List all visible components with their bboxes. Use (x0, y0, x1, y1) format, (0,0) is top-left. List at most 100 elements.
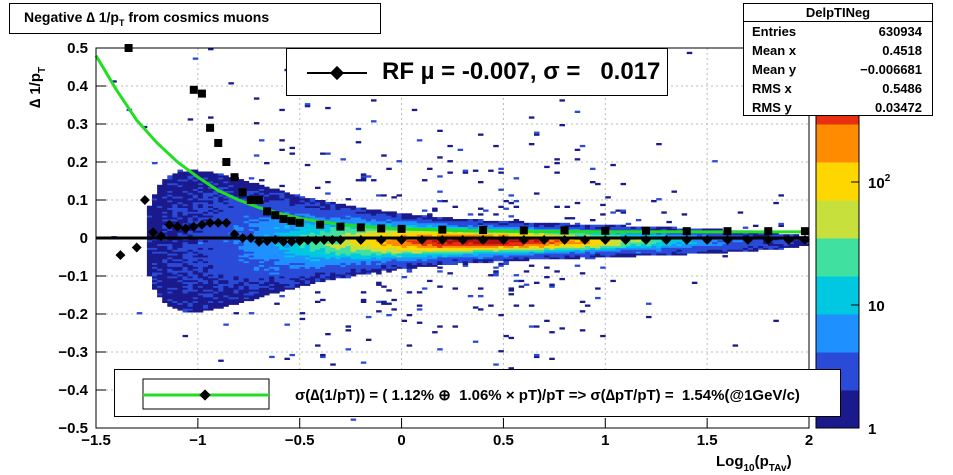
heatmap-cell (243, 207, 250, 210)
heatmap-cell (376, 249, 382, 252)
heatmap-cell (228, 260, 234, 264)
heatmap-cell (264, 274, 270, 277)
heatmap-cell (314, 274, 321, 277)
heatmap-cell (192, 200, 199, 203)
heatmap-cell (386, 222, 392, 226)
heatmap-cell (421, 247, 428, 250)
heatmap-cell (467, 247, 474, 250)
heatmap-cell (248, 251, 255, 254)
heatmap-cell (396, 241, 402, 245)
heatmap-cell (773, 232, 779, 235)
heatmap-cell (223, 205, 229, 208)
heatmap-cell (157, 196, 163, 199)
heatmap-cell (294, 200, 301, 203)
heatmap-cell (416, 249, 423, 252)
heatmap-cell (671, 243, 677, 246)
heatmap-cell (228, 209, 234, 212)
heatmap-cell (371, 249, 377, 252)
heatmap-cell (187, 255, 194, 258)
heatmap-cell (498, 314, 504, 317)
heatmap-cell (411, 243, 418, 246)
heatmap-cell (371, 264, 377, 267)
heatmap-cell (167, 266, 173, 269)
heatmap-cell (264, 232, 270, 235)
heatmap-cell (248, 270, 255, 273)
heatmap-cell (177, 255, 183, 258)
heatmap-cell (452, 249, 458, 252)
heatmap-cell (554, 232, 560, 235)
heatmap-cell (223, 177, 229, 180)
heatmap-cell (197, 274, 204, 277)
heatmap-cell (197, 209, 204, 212)
heatmap-cell (620, 251, 627, 254)
heatmap-cell (630, 243, 637, 246)
heatmap-cell (549, 247, 555, 250)
heatmap-cell (335, 203, 341, 207)
heatmap-cell (248, 241, 255, 245)
heatmap-cell (294, 249, 301, 252)
heatmap-cell (365, 266, 372, 269)
heatmap-cell (192, 304, 199, 307)
heatmap-cell (574, 245, 581, 248)
heatmap-cell (167, 241, 173, 245)
heatmap-cell (218, 213, 224, 216)
heatmap-cell (340, 205, 346, 208)
heatmap-cell (192, 268, 199, 271)
y-axis-ticks: −0.5−0.4−0.3−0.2−0.100.10.20.30.40.5 (58, 40, 106, 437)
heatmap-cell (523, 245, 530, 248)
heatmap-cell (172, 291, 178, 294)
heatmap-cell (411, 258, 418, 262)
heatmap-cell (355, 220, 362, 224)
heatmap-cell (696, 243, 703, 246)
heatmap-cell (208, 270, 214, 273)
heatmap-cell (187, 192, 194, 195)
heatmap-cell (544, 232, 550, 235)
heatmap-cell (350, 207, 357, 210)
heatmap-cell (289, 249, 296, 252)
heatmap-cell (248, 253, 255, 256)
heatmap-cell (228, 245, 234, 248)
heatmap-cell (253, 220, 260, 224)
heatmap-cell (258, 266, 265, 269)
heatmap-cell (391, 260, 397, 264)
heatmap-cell (162, 239, 168, 243)
heatmap-cell (360, 264, 367, 267)
heatmap-cell (365, 245, 372, 248)
heatmap-cell (477, 234, 484, 237)
heatmap-cell (243, 247, 250, 250)
heatmap-cell (177, 276, 183, 279)
heatmap-cell (483, 224, 489, 227)
heatmap-cell (477, 258, 484, 262)
heatmap-cell (299, 272, 306, 275)
heatmap-cell (172, 215, 178, 218)
heatmap-cell (605, 234, 611, 237)
heatmap-cell (778, 245, 784, 248)
heatmap-cell (564, 245, 571, 248)
heatmap-cell (152, 217, 158, 220)
heatmap-cell (620, 253, 627, 256)
heatmap-cell (223, 249, 229, 252)
heatmap-cell (243, 268, 250, 271)
heatmap-cell (269, 222, 275, 226)
heatmap-cell (197, 200, 204, 203)
heatmap-cell (238, 213, 245, 216)
heatmap-cell (625, 241, 632, 245)
heatmap-cell (157, 207, 163, 210)
heatmap-cell (676, 241, 683, 245)
heatmap-cell (737, 245, 744, 248)
heatmap-cell (472, 257, 479, 260)
heatmap-cell (330, 217, 336, 220)
heatmap-cell (177, 308, 183, 311)
heatmap-cell (213, 285, 219, 288)
heatmap-cell (600, 243, 606, 246)
heatmap-cell (610, 239, 616, 243)
heatmap-cell (223, 230, 229, 233)
heatmap-cell (590, 253, 596, 256)
heatmap-cell (299, 283, 306, 286)
heatmap-cell (691, 243, 698, 246)
heatmap-cell (238, 260, 245, 264)
mean-point (156, 231, 167, 242)
heatmap-cell (391, 234, 397, 237)
heatmap-cell (177, 192, 183, 195)
heatmap-cell (472, 245, 479, 248)
